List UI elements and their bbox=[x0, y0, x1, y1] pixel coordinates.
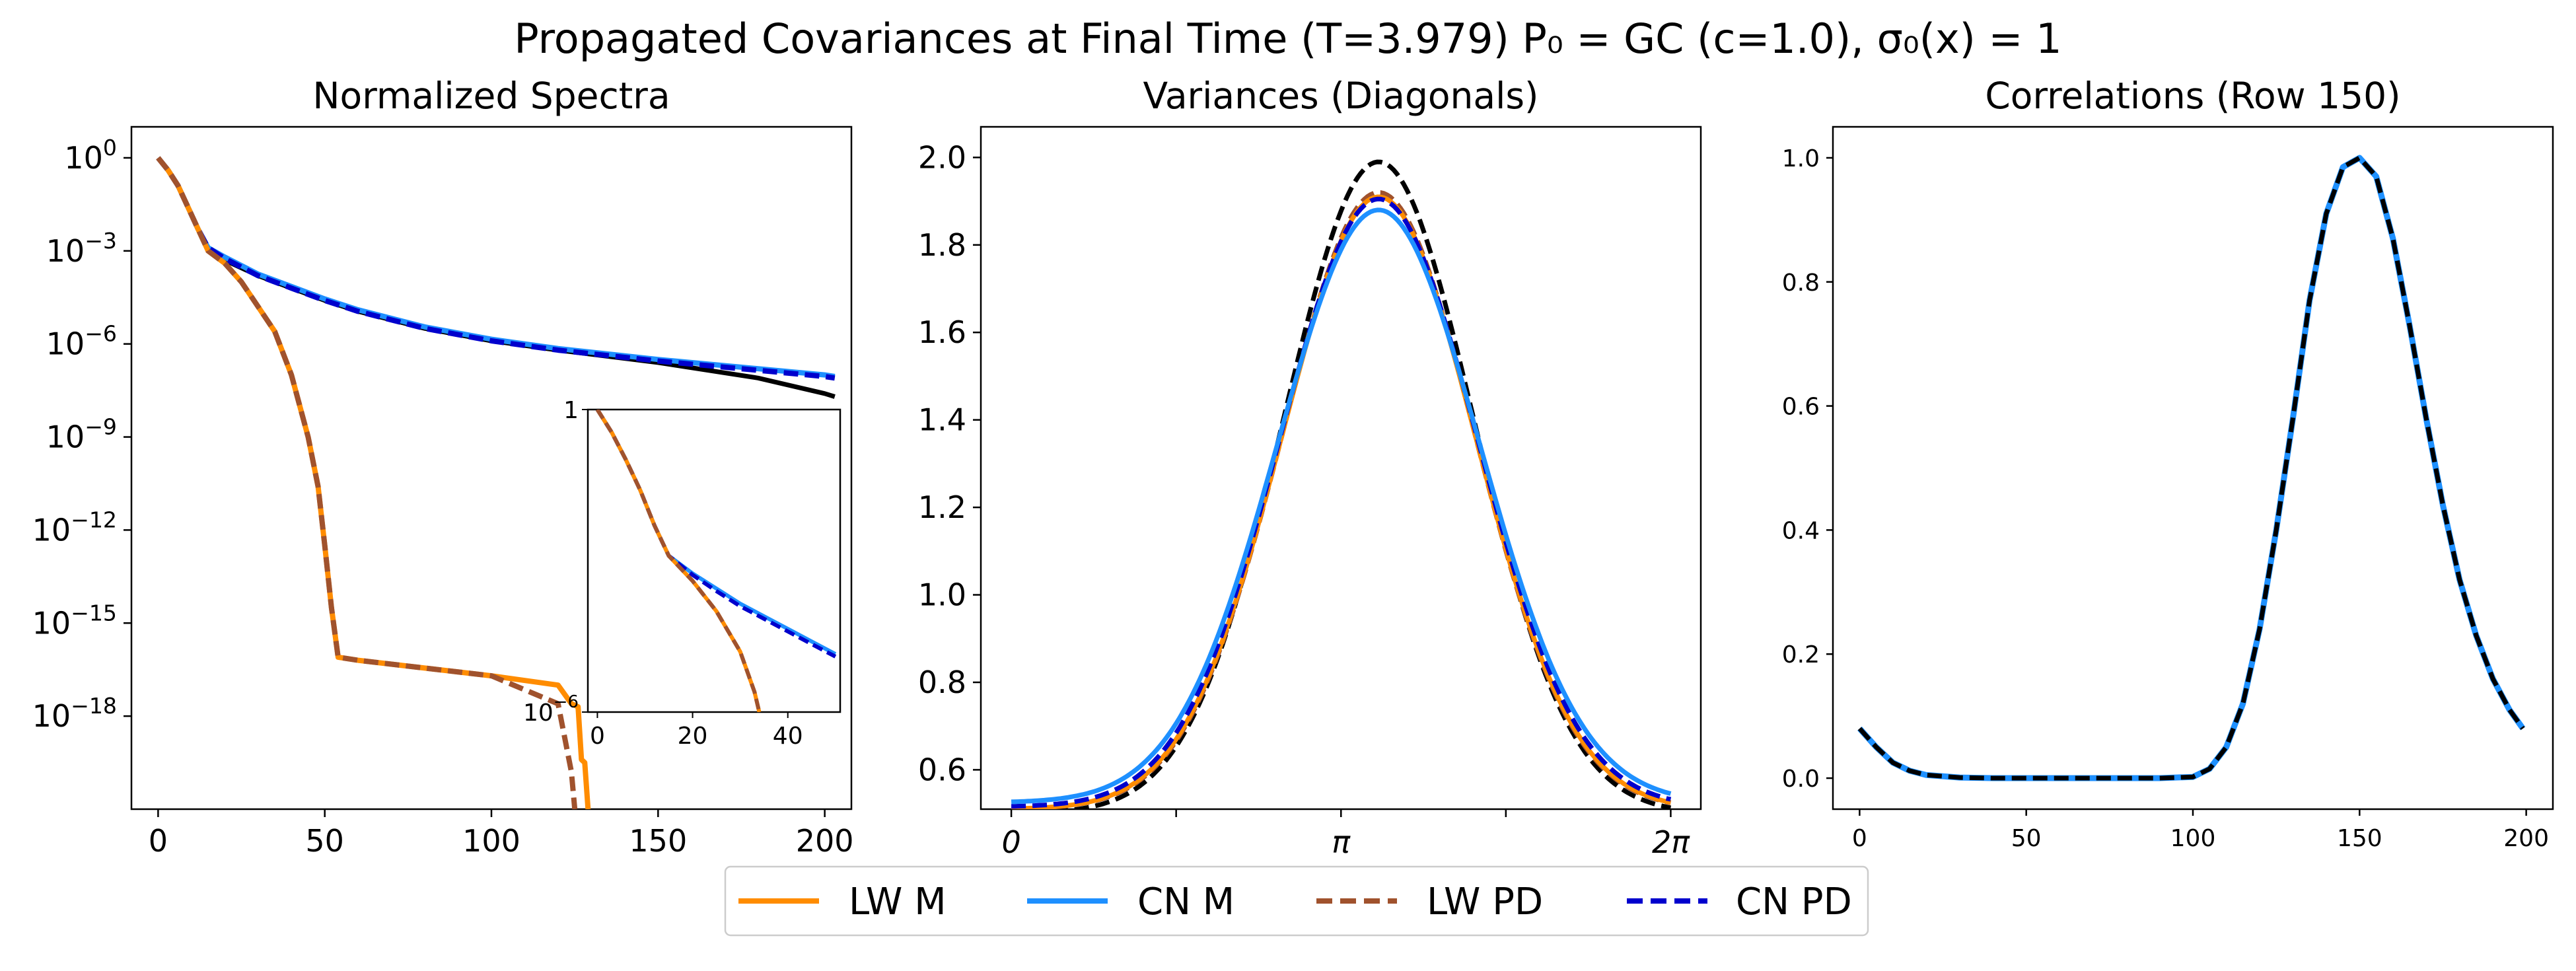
spectra-panel: 0 50 100 150 20010010−310−610−910−1210−1510−… bbox=[32, 126, 854, 859]
variances-line-lw-pd bbox=[1011, 190, 1672, 809]
correlations-panel: 0 50 100 150 200 0.0 0.2 0.4 0.6 0.8 1.0 bbox=[1782, 126, 2554, 852]
spectra-xtick-label: 50 bbox=[305, 823, 344, 859]
variances-line-cn-pd bbox=[1011, 196, 1672, 809]
variances-ytick-label: 1.0 bbox=[918, 577, 966, 613]
variances-panel: 0 π 2π 0.6 0.8 1.0 1.2 1.4 1.6 1.8 2.0 bbox=[918, 126, 1702, 860]
inset-ytick-label: 1 bbox=[563, 397, 579, 424]
variances-ytick-label: 2.0 bbox=[918, 139, 966, 175]
variances-ytick-label: 0.8 bbox=[918, 665, 966, 700]
inset-ytick-label: 10−6 bbox=[523, 692, 579, 727]
correlations-line-reference bbox=[1857, 155, 2525, 781]
spectra-ytick-label: 100 bbox=[64, 135, 117, 176]
legend: LW M CN M LW PD CN PD bbox=[724, 865, 1869, 937]
correlations-xtick-label: 100 bbox=[2170, 825, 2216, 852]
spectra-inset: 0 20 40 1 10−6 bbox=[523, 397, 841, 750]
correlations-ytick-label: 0.4 bbox=[1782, 517, 1820, 544]
correlations-line-cn-m bbox=[1857, 155, 2526, 781]
inset-frame bbox=[587, 408, 841, 713]
correlations-ytick-label: 0.8 bbox=[1782, 270, 1820, 297]
spectra-ytick-label: 10−15 bbox=[32, 600, 117, 641]
spectra-xtick-label: 100 bbox=[462, 823, 520, 859]
correlations-xtick-label: 0 bbox=[1852, 825, 1867, 852]
spectra-title: Normalized Spectra bbox=[312, 75, 670, 117]
variances-ytick-label: 1.2 bbox=[918, 489, 966, 525]
spectra-xtick-label: 150 bbox=[629, 823, 687, 859]
legend-label-cn-pd: CN PD bbox=[1736, 881, 1852, 923]
figure-title: Propagated Covariances at Final Time (T=… bbox=[514, 15, 2061, 63]
correlations-xtick-label: 150 bbox=[2337, 825, 2382, 852]
correlations-ytick-label: 1.0 bbox=[1782, 145, 1820, 172]
spectra-ytick-label: 10−9 bbox=[46, 414, 117, 455]
variances-ytick-label: 1.6 bbox=[918, 314, 966, 350]
variances-line-reference bbox=[1056, 159, 1672, 809]
spectra-ytick-label: 10−12 bbox=[32, 507, 117, 548]
legend-label-cn-m: CN M bbox=[1137, 881, 1234, 923]
spectra-ytick-label: 10−3 bbox=[46, 228, 117, 269]
correlations-xtick-label: 200 bbox=[2503, 825, 2549, 852]
variances-xtick-label: 0 bbox=[1001, 824, 1020, 860]
variances-xtick-label: π bbox=[1332, 824, 1351, 860]
spectra-line-cn-pd bbox=[156, 156, 836, 381]
variances-title: Variances (Diagonals) bbox=[1143, 75, 1538, 117]
variances-ytick-label: 1.4 bbox=[918, 402, 966, 438]
inset-xtick-label: 20 bbox=[678, 723, 708, 750]
correlations-ytick-label: 0.0 bbox=[1782, 766, 1820, 793]
variances-line-cn-m bbox=[1011, 207, 1672, 805]
legend-label-lw-pd: LW PD bbox=[1427, 881, 1543, 923]
correlations-ytick-label: 0.6 bbox=[1782, 394, 1820, 421]
variances-ytick-label: 1.8 bbox=[918, 227, 966, 263]
variances-axes-frame bbox=[980, 126, 1702, 810]
spectra-ytick-label: 10−18 bbox=[32, 693, 117, 734]
variances-xtick-label: 2π bbox=[1652, 824, 1690, 860]
inset-xtick-label: 40 bbox=[773, 723, 803, 750]
inset-xtick-label: 0 bbox=[590, 723, 605, 750]
correlations-xtick-label: 50 bbox=[2011, 825, 2042, 852]
spectra-xtick-label: 200 bbox=[796, 823, 854, 859]
inset-line-lw-pd bbox=[595, 410, 762, 712]
legend-frame bbox=[724, 865, 1869, 937]
spectra-ytick-label: 10−6 bbox=[46, 321, 117, 362]
variances-line-lw-m bbox=[1011, 194, 1672, 809]
spectra-xtick-label: 0 bbox=[149, 823, 168, 859]
correlations-ytick-label: 0.2 bbox=[1782, 641, 1820, 668]
correlations-axes-frame bbox=[1832, 126, 2554, 810]
variances-ytick-label: 0.6 bbox=[918, 752, 966, 787]
spectra-line-lw-pd bbox=[156, 156, 578, 809]
correlations-title: Correlations (Row 150) bbox=[1985, 75, 2400, 117]
legend-label-lw-m: LW M bbox=[849, 881, 947, 923]
